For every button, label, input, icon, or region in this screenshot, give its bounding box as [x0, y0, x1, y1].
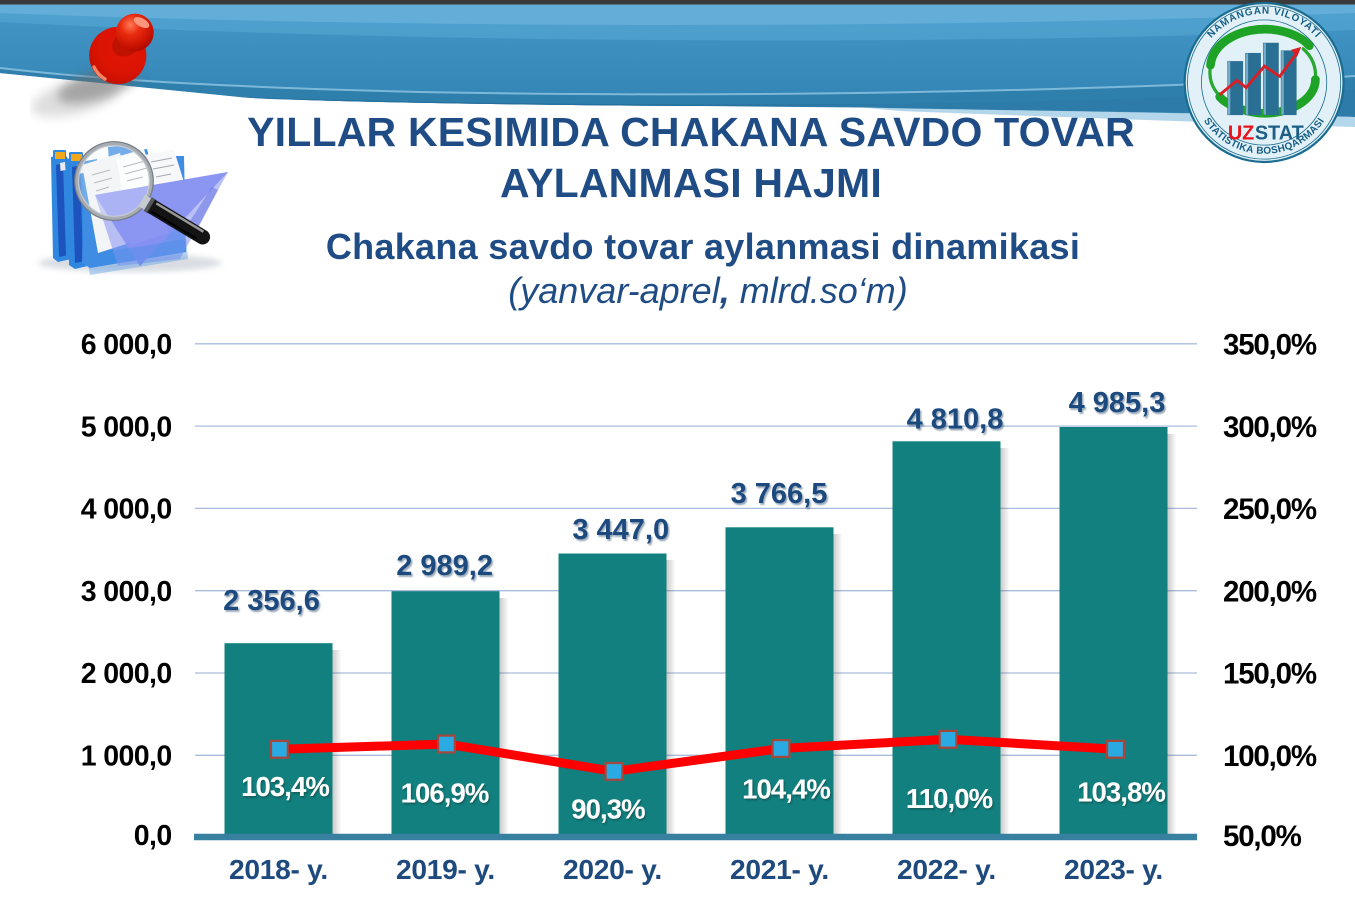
svg-text:4 985,3: 4 985,3 — [1069, 387, 1166, 419]
svg-text:STAT: STAT — [1255, 123, 1304, 145]
svg-text:3 447,0: 3 447,0 — [572, 514, 669, 546]
svg-text:2020- y.: 2020- y. — [563, 853, 662, 885]
svg-text:106,9%: 106,9% — [401, 778, 489, 809]
svg-text:2023- y.: 2023- y. — [1064, 853, 1163, 885]
svg-text:4 810,8: 4 810,8 — [907, 404, 1004, 436]
svg-text:100,0%: 100,0% — [1223, 740, 1317, 773]
svg-text:1 000,0: 1 000,0 — [81, 741, 172, 773]
svg-text:103,4%: 103,4% — [241, 771, 329, 802]
svg-text:103,8%: 103,8% — [1077, 777, 1165, 808]
svg-text:90,3%: 90,3% — [571, 794, 645, 825]
svg-text:4 000,0: 4 000,0 — [81, 494, 172, 526]
svg-text:2 356,6: 2 356,6 — [223, 585, 320, 617]
svg-text:250,0%: 250,0% — [1223, 493, 1317, 526]
svg-text:0,0: 0,0 — [134, 820, 172, 852]
svg-text:104,4%: 104,4% — [742, 774, 830, 805]
svg-text:2 000,0: 2 000,0 — [81, 658, 172, 690]
svg-text:2018- y.: 2018- y. — [229, 853, 328, 885]
svg-text:150,0%: 150,0% — [1223, 658, 1317, 691]
svg-text:300,0%: 300,0% — [1223, 411, 1317, 444]
svg-text:110,0%: 110,0% — [906, 783, 993, 814]
svg-text:2 989,2: 2 989,2 — [396, 550, 493, 582]
svg-text:UZ: UZ — [1228, 123, 1254, 145]
svg-text:5 000,0: 5 000,0 — [81, 411, 172, 443]
svg-text:2022- y.: 2022- y. — [897, 853, 996, 885]
svg-text:2019- y.: 2019- y. — [396, 853, 495, 885]
svg-text:350,0%: 350,0% — [1223, 329, 1317, 362]
svg-text:3 000,0: 3 000,0 — [81, 576, 172, 608]
svg-text:3 766,5: 3 766,5 — [731, 478, 828, 510]
svg-text:6 000,0: 6 000,0 — [81, 329, 172, 361]
svg-text:50,0%: 50,0% — [1223, 820, 1302, 853]
svg-text:2021- y.: 2021- y. — [730, 853, 829, 885]
svg-text:200,0%: 200,0% — [1223, 575, 1317, 608]
